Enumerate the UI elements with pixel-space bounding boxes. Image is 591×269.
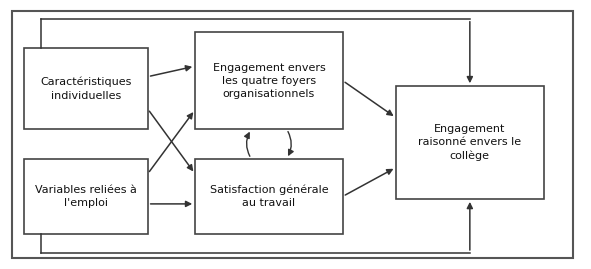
FancyBboxPatch shape xyxy=(24,48,148,129)
FancyBboxPatch shape xyxy=(24,159,148,234)
Text: Engagement
raisonné envers le
collège: Engagement raisonné envers le collège xyxy=(418,124,521,161)
Text: Satisfaction générale
au travail: Satisfaction générale au travail xyxy=(210,185,328,208)
Text: Engagement envers
les quatre foyers
organisationnels: Engagement envers les quatre foyers orga… xyxy=(213,62,325,99)
Text: Caractéristiques
individuelles: Caractéristiques individuelles xyxy=(40,77,131,101)
Text: Variables reliées à
l'emploi: Variables reliées à l'emploi xyxy=(35,185,137,208)
FancyBboxPatch shape xyxy=(396,86,544,199)
FancyBboxPatch shape xyxy=(195,32,343,129)
FancyBboxPatch shape xyxy=(12,11,573,258)
FancyBboxPatch shape xyxy=(195,159,343,234)
